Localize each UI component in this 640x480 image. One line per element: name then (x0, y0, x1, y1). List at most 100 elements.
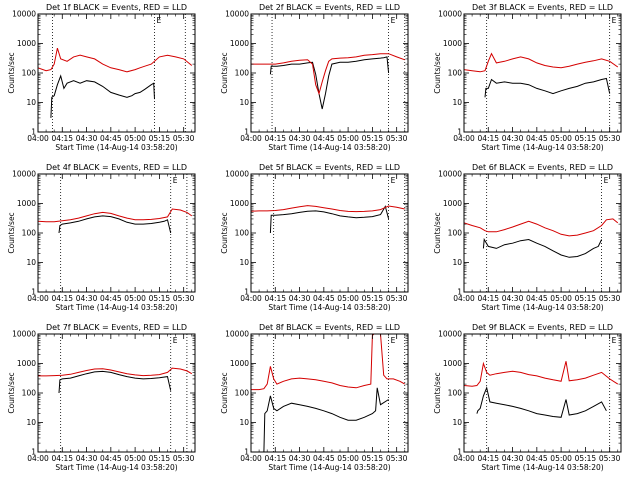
x-tick-label: 04:45 (100, 454, 122, 463)
chart-panel-3: Det 3f BLACK = Events, RED = LLD E 1 10 100 1… (433, 3, 622, 152)
plot-frame (37, 333, 196, 453)
y-tick-label: 10000 (12, 170, 36, 179)
events-series-line (50, 74, 155, 118)
x-tick-label: 04:30 (76, 134, 98, 143)
y-tick-label: 1 (457, 128, 462, 137)
lld-series-line (38, 208, 193, 223)
x-tick-label: 04:45 (526, 134, 548, 143)
marker-label: E (612, 336, 617, 345)
x-tick-label: 04:45 (100, 294, 122, 303)
y-tick-label: 100 (235, 389, 250, 398)
y-tick-label: 10 (26, 418, 36, 427)
y-tick-label: 10000 (12, 10, 36, 19)
marker-label: E (612, 16, 617, 25)
x-tick-label: 04:15 (264, 454, 286, 463)
x-tick-label: 04:45 (313, 454, 335, 463)
x-tick-label: 04:00 (240, 134, 262, 143)
chart-title: Det 7f BLACK = Events, RED = LLD (46, 323, 187, 332)
plot-frame (37, 13, 196, 133)
events-series-line (269, 56, 390, 110)
marker-label: E (173, 176, 178, 185)
y-tick-label: 1 (244, 448, 249, 457)
x-tick-label: 04:15 (51, 294, 73, 303)
x-tick-label: 05:00 (550, 134, 572, 143)
x-tick-label: 05:15 (362, 294, 384, 303)
x-tick-label: 04:00 (453, 294, 475, 303)
x-tick-label: 05:30 (173, 454, 195, 463)
chart-panel-6: Det 6f BLACK = Events, RED = LLD E 1 10 100 1… (433, 163, 622, 312)
y-tick-label: 100 (22, 69, 37, 78)
y-tick-label: 1000 (17, 359, 36, 368)
x-tick-label: 04:30 (502, 134, 524, 143)
x-tick-label: 05:15 (149, 454, 171, 463)
y-tick-label: 10 (239, 98, 249, 107)
x-tick-label: 04:30 (76, 454, 98, 463)
y-axis-label: Counts/sec (7, 372, 16, 413)
y-tick-label: 10000 (438, 330, 462, 339)
y-tick-label: 10 (26, 98, 36, 107)
plot-frame (463, 13, 622, 133)
y-tick-label: 100 (22, 389, 37, 398)
plot-frame (250, 173, 409, 293)
x-tick-label: 05:00 (337, 294, 359, 303)
plot-frame (463, 173, 622, 293)
x-axis-label: Start Time (14-Aug-14 03:58:20) (268, 463, 390, 472)
y-tick-label: 1000 (17, 39, 36, 48)
x-tick-label: 04:30 (502, 454, 524, 463)
y-tick-label: 10 (452, 98, 462, 107)
lld-series-line (251, 334, 406, 391)
x-tick-label: 05:00 (337, 454, 359, 463)
y-tick-label: 100 (448, 229, 463, 238)
y-axis-label: Counts/sec (220, 212, 229, 253)
x-tick-label: 04:00 (240, 294, 262, 303)
chart-title: Det 2f BLACK = Events, RED = LLD (259, 3, 400, 12)
x-tick-label: 05:30 (386, 454, 408, 463)
y-tick-label: 1000 (443, 199, 462, 208)
x-tick-label: 05:00 (337, 134, 359, 143)
y-tick-label: 10000 (438, 170, 462, 179)
x-tick-label: 05:15 (149, 294, 171, 303)
x-tick-label: 05:00 (550, 294, 572, 303)
x-tick-label: 05:30 (173, 294, 195, 303)
x-tick-label: 05:30 (386, 294, 408, 303)
x-tick-label: 04:45 (313, 294, 335, 303)
y-tick-label: 1000 (230, 359, 249, 368)
x-tick-label: 04:00 (453, 134, 475, 143)
x-tick-label: 04:15 (477, 134, 499, 143)
x-tick-label: 05:00 (550, 454, 572, 463)
x-tick-label: 04:15 (477, 454, 499, 463)
y-tick-label: 100 (22, 229, 37, 238)
y-tick-label: 10000 (225, 170, 249, 179)
x-tick-label: 05:00 (124, 134, 146, 143)
x-tick-label: 04:30 (502, 294, 524, 303)
lld-series-line (38, 367, 193, 377)
marker-label: E (173, 336, 178, 345)
y-tick-label: 10 (452, 258, 462, 267)
x-tick-label: 05:00 (124, 294, 146, 303)
x-tick-label: 04:45 (313, 134, 335, 143)
y-tick-label: 100 (448, 389, 463, 398)
chart-panel-2: Det 2f BLACK = Events, RED = LLD E 1 10 100 1… (220, 3, 409, 152)
x-axis-label: Start Time (14-Aug-14 03:58:20) (268, 303, 390, 312)
x-tick-label: 05:15 (575, 294, 597, 303)
y-axis-label: Counts/sec (433, 52, 442, 93)
x-tick-label: 05:30 (599, 134, 621, 143)
chart-panel-5: Det 5f BLACK = Events, RED = LLD E 1 10 100 1… (220, 163, 409, 312)
events-series-line (58, 215, 172, 234)
x-tick-label: 05:15 (149, 134, 171, 143)
y-axis-label: Counts/sec (7, 212, 16, 253)
y-tick-label: 1 (244, 128, 249, 137)
y-tick-label: 1000 (17, 199, 36, 208)
chart-title: Det 3f BLACK = Events, RED = LLD (472, 3, 613, 12)
chart-panel-8: Det 8f BLACK = Events, RED = LLD E 1 10 100 1… (220, 323, 409, 472)
lld-series-line (251, 53, 405, 96)
lld-series-line (251, 205, 405, 213)
x-tick-label: 04:30 (289, 134, 311, 143)
y-tick-label: 1000 (443, 39, 462, 48)
chart-title: Det 5f BLACK = Events, RED = LLD (259, 163, 400, 172)
y-tick-label: 10000 (12, 330, 36, 339)
x-tick-label: 04:00 (27, 294, 49, 303)
x-axis-label: Start Time (14-Aug-14 03:58:20) (55, 463, 177, 472)
y-tick-label: 1 (31, 128, 36, 137)
x-tick-label: 05:30 (173, 134, 195, 143)
